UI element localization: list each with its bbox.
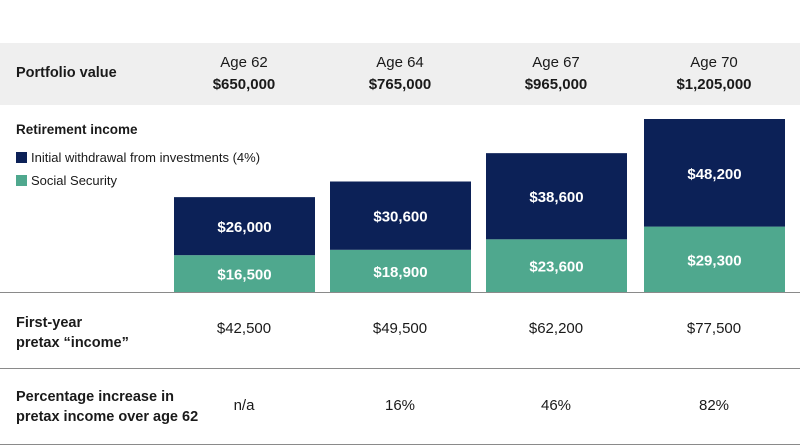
legend-label: Initial withdrawal from investments (4%) bbox=[31, 150, 261, 165]
portfolio-value: $765,000 bbox=[368, 76, 432, 93]
first-year-income-value: $42,500 bbox=[216, 320, 272, 337]
bar-segment-withdrawal bbox=[486, 153, 627, 240]
age-label: Age 67 bbox=[532, 54, 580, 71]
bar-data-label: $18,900 bbox=[373, 264, 427, 281]
age-label: Age 62 bbox=[220, 54, 268, 71]
percentage-increase-value: n/a bbox=[233, 397, 255, 414]
label-line: Percentage increase in bbox=[16, 389, 174, 405]
bar-data-label: $23,600 bbox=[529, 259, 583, 276]
label-line: First-year bbox=[16, 315, 83, 331]
legend-item-social-security: Social Security bbox=[16, 173, 117, 189]
bar-data-label: $38,600 bbox=[529, 189, 583, 206]
bar-data-label: $16,500 bbox=[217, 267, 271, 284]
bar-segment-social-security bbox=[174, 255, 315, 292]
bar-data-label: $30,600 bbox=[373, 209, 427, 226]
legend-item-withdrawal: Initial withdrawal from investments (4%) bbox=[16, 150, 260, 166]
bar-segment-withdrawal bbox=[330, 181, 471, 250]
portfolio-value: $965,000 bbox=[524, 76, 588, 93]
first-year-income-value: $49,500 bbox=[372, 320, 428, 337]
bar-segment-social-security bbox=[330, 249, 471, 292]
divider bbox=[0, 292, 800, 293]
column-header-age-70: Age 70 $1,205,000 bbox=[644, 52, 784, 96]
bar-segment-withdrawal bbox=[174, 197, 315, 256]
portfolio-value-row bbox=[0, 43, 800, 105]
percentage-increase-value: 16% bbox=[384, 397, 416, 414]
age-label: Age 64 bbox=[376, 54, 424, 71]
age-label: Age 70 bbox=[690, 54, 738, 71]
portfolio-value: $650,000 bbox=[212, 76, 276, 93]
label-line: pretax “income” bbox=[16, 335, 129, 351]
legend-title: Retirement income bbox=[16, 122, 138, 137]
portfolio-value: $1,205,000 bbox=[676, 76, 752, 93]
legend-swatch bbox=[16, 175, 27, 186]
bar-segment-social-security bbox=[644, 226, 785, 292]
bar-data-label: $29,300 bbox=[687, 252, 741, 269]
column-header-age-62: Age 62 $650,000 bbox=[174, 52, 314, 96]
column-header-age-67: Age 67 $965,000 bbox=[486, 52, 626, 96]
bar-data-label: $26,000 bbox=[217, 219, 271, 236]
column-header-age-64: Age 64 $765,000 bbox=[330, 52, 470, 96]
bar-data-label: $48,200 bbox=[687, 166, 741, 183]
bar-segment-withdrawal bbox=[644, 119, 785, 227]
legend-label: Social Security bbox=[31, 173, 117, 188]
label-line: pretax income over age 62 bbox=[16, 409, 199, 425]
first-year-income-value: $62,200 bbox=[528, 320, 584, 337]
percentage-increase-label: Percentage increase in pretax income ove… bbox=[16, 387, 198, 427]
first-year-income-label: First-year pretax “income” bbox=[16, 313, 129, 353]
percentage-increase-value: 46% bbox=[540, 397, 572, 414]
percentage-increase-value: 82% bbox=[698, 397, 730, 414]
first-year-income-value: $77,500 bbox=[686, 320, 742, 337]
divider bbox=[0, 368, 800, 369]
portfolio-value-label: Portfolio value bbox=[16, 65, 117, 81]
legend-swatch bbox=[16, 152, 27, 163]
bar-segment-social-security bbox=[486, 239, 627, 292]
